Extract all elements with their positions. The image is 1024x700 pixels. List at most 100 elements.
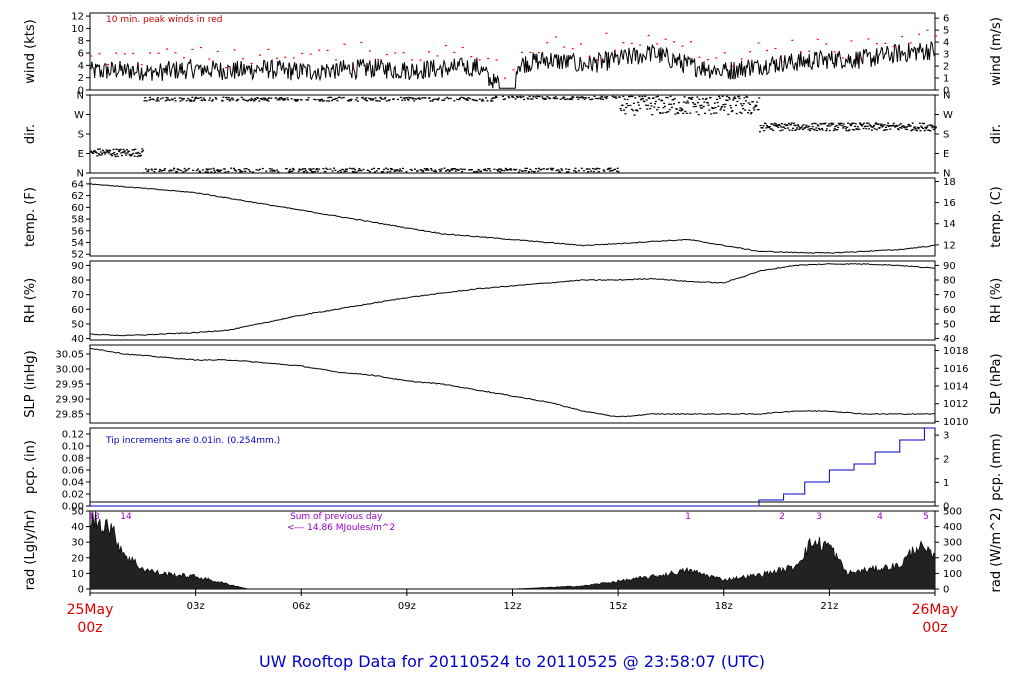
wind-peak-mark [326, 49, 329, 52]
dir-point [213, 169, 216, 171]
wind-peak-mark [242, 58, 245, 60]
wind-peak-mark [385, 53, 388, 56]
rad-hour-mark: 1 [685, 512, 691, 522]
dir-point [444, 97, 447, 100]
wind-peak-mark [656, 43, 659, 45]
dir-point [367, 169, 370, 172]
panel-rad: rad (Lgly/hr) rad (W/m^2)0102030405001002… [23, 507, 1004, 596]
dir-point [733, 96, 736, 98]
dir-point [682, 112, 685, 115]
dir-point [851, 122, 854, 124]
tick-label-left-rad: 30 [71, 538, 84, 549]
dir-point [212, 167, 215, 170]
dir-point [712, 107, 715, 109]
tick-label-right-rh: 40 [943, 334, 956, 345]
dir-point [214, 97, 217, 99]
dir-point [633, 114, 636, 116]
wind-line [89, 40, 936, 89]
dir-point [458, 98, 461, 101]
dir-point [788, 129, 791, 131]
dir-point [774, 125, 777, 127]
dir-point [147, 169, 150, 171]
wind-peak-mark [749, 51, 752, 53]
dir-point [886, 124, 889, 127]
dir-point [811, 123, 814, 125]
dir-point [749, 103, 752, 106]
dir-point [116, 155, 119, 157]
chart-title: UW Rooftop Data for 20110524 to 20110525… [259, 652, 765, 671]
dir-point [455, 168, 458, 171]
dir-point [577, 98, 580, 100]
wind-peak-mark [825, 43, 828, 45]
dir-point [741, 104, 744, 107]
dir-point [840, 122, 843, 125]
dir-point [606, 96, 609, 98]
dir-point [842, 127, 845, 129]
dir-point [665, 96, 668, 99]
dir-point [316, 170, 319, 172]
dir-point [724, 103, 727, 105]
dir-point [173, 97, 176, 99]
dir-point [282, 98, 285, 101]
dir-point [366, 100, 369, 102]
wind-peak-mark [318, 49, 321, 51]
dir-point [373, 171, 376, 173]
dir-point [847, 129, 850, 132]
dir-point [375, 170, 378, 172]
dir-point [196, 97, 199, 99]
dir-point [537, 167, 540, 170]
dir-point [197, 168, 200, 170]
dir-point [787, 127, 790, 129]
dir-point [813, 122, 816, 124]
dir-point [512, 96, 515, 98]
dir-point [169, 169, 172, 171]
dir-point [475, 171, 478, 173]
dir-point [451, 169, 454, 171]
dir-point [638, 95, 641, 98]
dir-point [762, 125, 765, 127]
tick-label-right-wind: 4 [943, 38, 949, 49]
dir-point [268, 97, 271, 99]
tick-label-right-rad: 0 [943, 585, 949, 596]
dir-point [382, 168, 385, 171]
wind-peak-mark [216, 50, 219, 53]
dir-point [389, 170, 392, 173]
wind-peak-mark [377, 59, 380, 61]
dir-point [694, 105, 697, 108]
dir-point [134, 148, 137, 150]
dir-point [124, 152, 127, 154]
dir-point [222, 96, 225, 98]
dir-point [206, 169, 209, 171]
dir-point [108, 151, 111, 153]
dir-point [930, 124, 933, 126]
dir-point [159, 98, 162, 100]
dir-point [449, 97, 452, 100]
dir-point [816, 124, 819, 126]
wind-peak-mark [571, 48, 574, 50]
dir-point [100, 154, 103, 156]
ylabel-left-pcp: pcp. (in) [23, 440, 38, 494]
dir-point [743, 97, 746, 99]
dir-point [331, 170, 334, 172]
dir-point [894, 126, 897, 128]
panel-frame-temp [89, 177, 936, 257]
dir-point [704, 112, 707, 115]
dir-point [694, 103, 697, 105]
ylabel-right-pcp: pcp. (mm) [989, 433, 1004, 500]
dir-point [405, 171, 408, 173]
x-tick-label: 18z [715, 601, 733, 612]
dir-point [199, 171, 202, 173]
wind-peak-mark [132, 52, 135, 55]
wind-peak-mark [520, 51, 523, 54]
dir-point [428, 97, 431, 99]
dir-point [490, 98, 493, 100]
dir-point [161, 169, 164, 172]
dir-point [449, 169, 452, 171]
wind-peak-mark [740, 58, 743, 60]
ylabel-left-temp: temp. (F) [23, 187, 38, 247]
tick-label-right-wind: 0 [943, 86, 949, 97]
rad-hour-mark: 4 [877, 512, 883, 522]
dir-point [682, 101, 685, 103]
dir-point [509, 168, 512, 170]
dir-point [380, 171, 383, 173]
